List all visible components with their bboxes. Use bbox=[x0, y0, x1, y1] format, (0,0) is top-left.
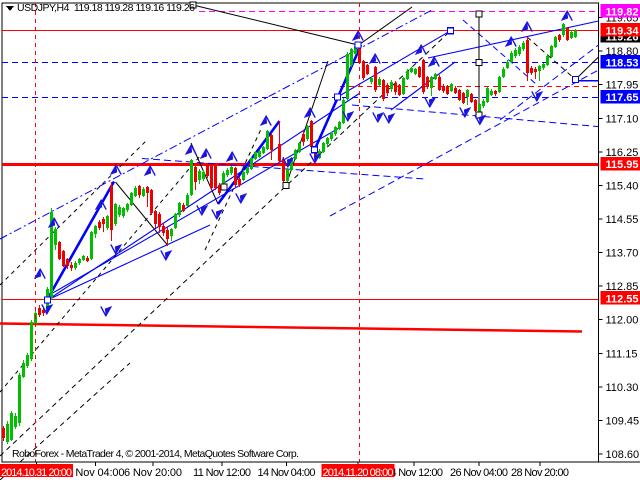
svg-text:116.25: 116.25 bbox=[606, 147, 639, 159]
svg-text:11 Nov 12:00: 11 Nov 12:00 bbox=[193, 467, 251, 479]
svg-text:112.85: 112.85 bbox=[606, 281, 639, 293]
svg-text:117.10: 117.10 bbox=[606, 113, 639, 125]
svg-text:4 Nov 04:00: 4 Nov 04:00 bbox=[67, 467, 125, 479]
svg-text:118.53: 118.53 bbox=[606, 57, 639, 69]
svg-text:28 Nov 20:00: 28 Nov 20:00 bbox=[511, 467, 569, 479]
svg-text:117.95: 117.95 bbox=[606, 80, 639, 92]
svg-text:2014.11.20 08:00: 2014.11.20 08:00 bbox=[323, 467, 394, 479]
svg-text:109.45: 109.45 bbox=[606, 415, 640, 427]
svg-text:24 Nov 12:00: 24 Nov 12:00 bbox=[385, 467, 443, 479]
svg-text:119.82: 119.82 bbox=[606, 6, 639, 18]
svg-text:117.65: 117.65 bbox=[606, 92, 639, 104]
svg-text:6 Nov 20:00: 6 Nov 20:00 bbox=[124, 467, 182, 479]
svg-text:115.95: 115.95 bbox=[606, 159, 639, 171]
svg-text:119.34: 119.34 bbox=[606, 25, 640, 37]
svg-text:112.00: 112.00 bbox=[606, 315, 639, 327]
svg-text:14 Nov 04:00: 14 Nov 04:00 bbox=[258, 467, 316, 479]
svg-text:110.30: 110.30 bbox=[606, 382, 639, 394]
svg-text:115.40: 115.40 bbox=[606, 180, 639, 192]
svg-text:113.70: 113.70 bbox=[606, 248, 639, 260]
svg-text:112.55: 112.55 bbox=[606, 293, 639, 305]
svg-text:2014.10.31 20:00: 2014.10.31 20:00 bbox=[1, 467, 72, 479]
svg-text:RoboForex - MetaTrader 4, © 20: RoboForex - MetaTrader 4, © 2001-2014, M… bbox=[12, 448, 299, 460]
svg-text:114.55: 114.55 bbox=[606, 214, 639, 226]
svg-text:USDJPY,H4 119.18 119.28 119.1: USDJPY,H4 119.18 119.28 119.16 119.26 bbox=[17, 2, 195, 14]
svg-text:108.60: 108.60 bbox=[606, 449, 640, 461]
svg-text:26 Nov 04:00: 26 Nov 04:00 bbox=[450, 467, 508, 479]
svg-text:111.15: 111.15 bbox=[606, 348, 638, 360]
